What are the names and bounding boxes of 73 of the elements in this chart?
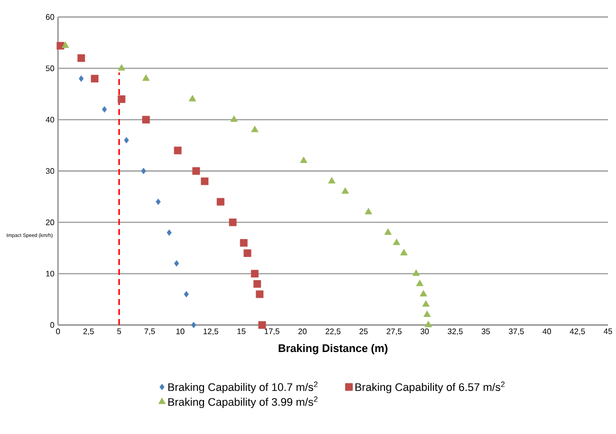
point xyxy=(102,106,107,113)
point xyxy=(90,74,98,82)
x-tick-label: 10 xyxy=(176,328,184,334)
point xyxy=(200,177,208,186)
point xyxy=(412,269,420,276)
legend-label: Braking Capability of 3.99 m/s$^{2}$ xyxy=(168,396,318,408)
point xyxy=(188,94,196,102)
x-tick-label: 27,5 xyxy=(386,328,402,336)
point xyxy=(184,291,189,298)
x-tick-label: 12,5 xyxy=(204,328,218,336)
point xyxy=(166,229,172,236)
y-tick-label: 40 xyxy=(46,116,54,122)
point xyxy=(141,168,146,174)
point xyxy=(156,198,161,206)
point xyxy=(174,146,182,154)
point xyxy=(124,137,129,144)
x-tick-label: 25 xyxy=(360,328,368,334)
point xyxy=(400,248,408,256)
point xyxy=(251,126,258,132)
point xyxy=(62,42,69,48)
y-tick-label: 10 xyxy=(46,270,54,276)
point xyxy=(77,54,86,62)
point xyxy=(240,239,248,247)
point xyxy=(423,310,431,317)
point xyxy=(300,156,308,163)
x-axis-title: Braking Distance (m) xyxy=(278,344,388,354)
point xyxy=(364,208,372,214)
y-tick-label: 60 xyxy=(46,14,54,20)
legend-label: Braking Capability of 6.57 m/s$^{2}$ xyxy=(355,382,505,394)
x-tick-label: 42,5 xyxy=(570,328,585,336)
point xyxy=(420,290,428,296)
point xyxy=(256,290,264,298)
y-tick-label: 50 xyxy=(46,66,54,72)
x-tick-label: 30 xyxy=(420,328,429,334)
point xyxy=(118,95,126,103)
x-tick-label: 2,5 xyxy=(83,328,94,336)
point xyxy=(392,238,400,246)
point xyxy=(422,300,430,307)
x-tick-label: 17,5 xyxy=(264,328,280,336)
point xyxy=(253,280,262,288)
point xyxy=(424,320,432,328)
point xyxy=(258,321,266,329)
point xyxy=(416,280,424,286)
point xyxy=(142,116,150,124)
point xyxy=(342,187,349,194)
x-tick-label: 5 xyxy=(117,328,121,334)
point xyxy=(250,270,259,278)
y-tick-label: 0 xyxy=(50,322,54,328)
x-tick-label: 0 xyxy=(56,328,60,334)
x-tick-label: 35 xyxy=(482,328,490,334)
point xyxy=(230,115,238,122)
point xyxy=(192,167,200,175)
x-tick-label: 15 xyxy=(237,328,246,334)
x-tick-label: 40 xyxy=(542,328,552,334)
point xyxy=(384,228,392,235)
x-tick-label: 32,5 xyxy=(448,328,463,336)
point xyxy=(174,260,180,267)
point xyxy=(142,74,150,81)
x-tick-label: 7,5 xyxy=(144,328,155,336)
point xyxy=(216,198,224,206)
x-tick-label: 22,5 xyxy=(326,328,340,336)
y-tick-label: 20 xyxy=(46,220,54,226)
x-tick-label: 45 xyxy=(604,328,612,334)
y-tick-label: 30 xyxy=(46,168,54,174)
point xyxy=(244,249,252,257)
point xyxy=(228,218,237,226)
point xyxy=(118,64,126,71)
x-tick-label: 20 xyxy=(298,328,307,334)
point xyxy=(191,322,196,328)
point xyxy=(328,177,336,184)
point xyxy=(78,75,84,82)
x-tick-label: 37,5 xyxy=(508,328,524,336)
legend-label: Braking Capability of 10.7 m/s$^{2}$ xyxy=(168,382,318,394)
